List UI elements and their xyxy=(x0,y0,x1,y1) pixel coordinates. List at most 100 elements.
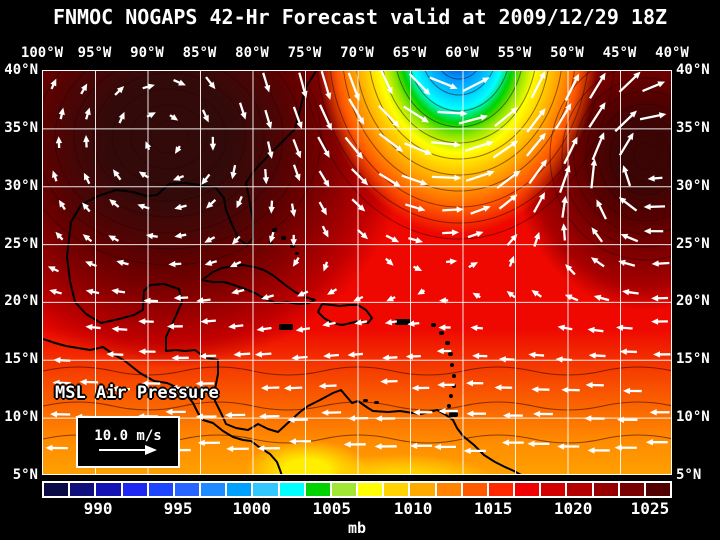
wind-arrow xyxy=(526,132,546,157)
wind-arrow xyxy=(174,203,187,211)
wind-arrow xyxy=(53,357,71,364)
wind-arrow xyxy=(410,442,433,450)
wind-arrow-head xyxy=(291,354,299,361)
wind-arrow xyxy=(591,227,604,243)
wind-arrow-head xyxy=(83,134,90,143)
contour-ring xyxy=(621,129,671,183)
wind-arrow-head xyxy=(287,416,295,424)
wind-arrow xyxy=(436,347,452,355)
wind-arrow-head xyxy=(555,356,563,363)
wind-arrow xyxy=(47,266,59,273)
wind-arrow xyxy=(347,351,363,358)
wind-arrow-head xyxy=(264,84,271,93)
wind-arrow-head xyxy=(111,385,119,393)
wind-arrow xyxy=(439,297,449,304)
lat-tick-label: 5°N xyxy=(12,467,38,483)
wind-arrow-head xyxy=(197,439,205,447)
wind-arrow-head xyxy=(325,92,332,100)
colorbar-tick-label: 1010 xyxy=(393,499,433,518)
contour-ring xyxy=(303,71,615,240)
colorbar-cell xyxy=(619,483,644,496)
wind-arrow xyxy=(348,98,365,125)
wind-arrow-head xyxy=(174,146,182,154)
contour-ring xyxy=(549,71,671,261)
wind-arrow xyxy=(528,351,545,359)
wind-arrow xyxy=(591,132,605,161)
wind-arrow-head xyxy=(475,231,484,238)
wind-arrow-head xyxy=(289,438,297,445)
wind-arrow-head xyxy=(531,386,539,393)
wind-arrow-head xyxy=(480,114,488,121)
lon-tick-label: 70°W xyxy=(340,45,374,61)
lat-tick-label: 20°N xyxy=(4,293,38,310)
wind-arrow-shaft xyxy=(378,104,399,127)
contour-ring xyxy=(356,71,562,176)
lat-tick-label: 40°N xyxy=(676,62,710,78)
wind-arrow xyxy=(385,234,400,243)
wind-arrow-head xyxy=(508,255,515,264)
wind-arrow xyxy=(231,288,245,295)
wind-arrow xyxy=(587,447,610,454)
wind-arrow-shaft xyxy=(589,74,605,99)
wind-arrow xyxy=(49,411,71,418)
wind-arrow-head xyxy=(643,203,651,211)
wind-arrow xyxy=(351,198,366,212)
colorbar-cell xyxy=(515,483,540,496)
wind-arrow-head xyxy=(614,444,622,451)
wind-arrow-head xyxy=(616,324,624,332)
wind-arrow xyxy=(412,264,423,271)
wind-arrow xyxy=(106,351,124,358)
wind-arrow xyxy=(84,107,91,120)
wind-arrow-head xyxy=(165,408,173,416)
wind-arrow xyxy=(589,72,606,99)
wind-arrow xyxy=(649,409,670,416)
wind-arrow xyxy=(260,384,280,392)
wind-arrow xyxy=(408,73,431,96)
wind-arrow-head xyxy=(204,236,213,243)
wind-arrow-head xyxy=(596,199,603,208)
wind-arrow-head xyxy=(410,442,418,450)
wind-arrow xyxy=(530,71,546,99)
wind-arrow-head xyxy=(557,324,565,331)
wind-arrow-head xyxy=(412,409,420,416)
wind-arrow xyxy=(322,261,329,272)
wind-arrow-head xyxy=(106,351,114,358)
island xyxy=(363,399,368,402)
island xyxy=(439,331,444,335)
wind-arrow xyxy=(618,71,641,93)
colorbar-cell xyxy=(174,483,200,496)
wind-arrow-head xyxy=(538,108,546,116)
wind-arrow-shaft xyxy=(492,141,517,159)
wind-arrow xyxy=(231,235,241,245)
wind-arrow xyxy=(51,170,59,182)
wind-arrow xyxy=(468,262,478,269)
wind-arrow xyxy=(647,175,663,182)
wind-arrow-head xyxy=(584,415,592,422)
wind-arrow-head xyxy=(199,352,207,360)
wind-arrow xyxy=(508,255,515,267)
contour-ring xyxy=(573,77,671,235)
wind-arrow xyxy=(354,319,368,326)
wind-arrow-head xyxy=(564,294,573,301)
wind-arrow xyxy=(404,142,433,155)
wind-arrow-head xyxy=(375,415,383,422)
wind-arrow xyxy=(642,81,666,93)
colorbar-cell xyxy=(44,483,69,496)
wind-arrow-head xyxy=(405,353,413,360)
wind-arrow xyxy=(321,409,342,416)
wind-arrow-head xyxy=(171,354,179,362)
island xyxy=(431,323,436,327)
wind-arrow xyxy=(353,295,364,302)
wind-arrow xyxy=(401,174,428,186)
wind-arrow xyxy=(384,318,397,326)
wind-arrow-head xyxy=(83,172,90,181)
lon-tick-label: 75°W xyxy=(287,45,322,61)
wind-arrow xyxy=(403,105,430,123)
wind-arrow-head xyxy=(256,325,264,333)
wind-arrow-head xyxy=(391,236,400,243)
colorbar-tick-label: 1005 xyxy=(312,499,352,518)
wind-arrow xyxy=(585,381,604,389)
wind-arrow-head xyxy=(465,379,473,387)
wind-arrow-head xyxy=(414,264,423,271)
wind-arrow-head xyxy=(82,202,90,210)
